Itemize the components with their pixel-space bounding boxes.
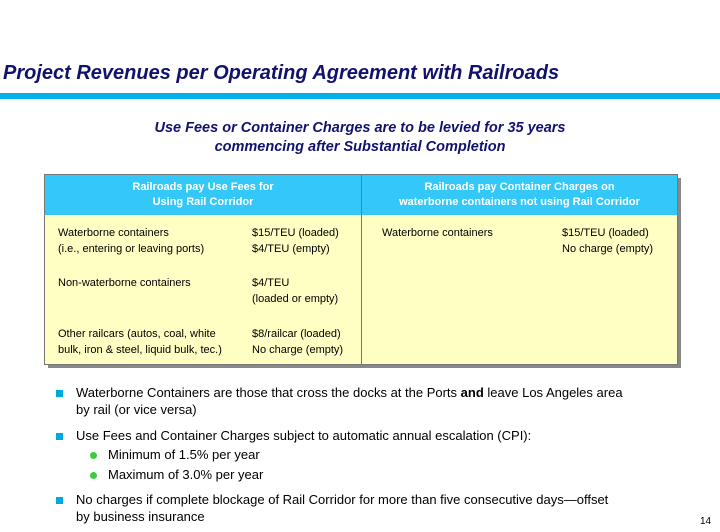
sub-bullet-marker <box>90 472 97 479</box>
sub-bullet-line: Maximum of 3.0% per year <box>108 467 264 482</box>
bullet-text: leave Los Angeles area <box>483 385 623 400</box>
bullet-line: Use Fees and Container Charges subject t… <box>76 428 531 443</box>
title-bar <box>0 93 720 99</box>
bullet-marker <box>56 390 63 397</box>
table-cell-line: Non-waterborne containers <box>58 277 191 289</box>
bullet-line: No charges if complete blockage of Rail … <box>76 492 608 507</box>
table-cell-line: No charge (empty) <box>562 242 654 255</box>
bullet-line: by business insurance <box>76 509 205 524</box>
header-cell-line: waterborne containers not using Rail Cor… <box>399 196 640 208</box>
bullet-line: Waterborne Containers are those that cro… <box>76 385 623 400</box>
table-cell-line: (i.e., entering or leaving ports) <box>58 242 205 255</box>
table-cell-line: No charge (empty) <box>252 343 344 356</box>
bullet-text: and <box>460 385 484 400</box>
bullet-line: by rail (or vice versa) <box>76 402 197 417</box>
bullet-text: by business insurance <box>76 509 205 524</box>
table-cell-line: $15/TEU (loaded) <box>562 227 649 239</box>
bullet-text: by rail (or vice versa) <box>76 402 197 417</box>
table-cell-line: (loaded or empty) <box>252 292 339 305</box>
column-divider <box>361 175 362 364</box>
table-cell-line: Waterborne containers <box>382 227 493 239</box>
bullet-text: Use Fees and Container Charges subject t… <box>76 428 532 443</box>
sub-bullet-line: Minimum of 1.5% per year <box>108 447 260 462</box>
bullet-text: No charges if complete blockage of Rail … <box>76 492 609 507</box>
table-cell-line: $15/TEU (loaded) <box>252 227 339 239</box>
subtitle-line: Use Fees or Container Charges are to be … <box>154 120 566 136</box>
bullet-marker <box>56 497 63 504</box>
table-cell-line: Other railcars (autos, coal, white <box>58 328 216 340</box>
header-cell-line: Railroads pay Use Fees for <box>132 181 274 193</box>
page-number: 14 <box>700 516 712 527</box>
sub-bullet-marker <box>90 452 97 459</box>
table-cell-line: Waterborne containers <box>58 227 169 239</box>
table-cell-line: $4/TEU <box>252 277 290 289</box>
table: Railroads pay Use Fees for Using Rail Cor… <box>44 174 678 365</box>
table-cell-line: $8/railcar (loaded) <box>252 328 341 340</box>
header-cell-line: Railroads pay Container Charges on <box>424 181 615 193</box>
table-cell-line: bulk, iron & steel, liquid bulk, tec.) <box>58 343 222 356</box>
slide-title: Project Revenues per Operating Agreement… <box>3 62 560 84</box>
bullet-text: Waterborne Containers are those that cro… <box>76 385 461 400</box>
subtitle-line: commencing after Substantial Completion <box>214 139 506 155</box>
header-cell-line: Using Rail Corridor <box>152 196 254 208</box>
table-cell-line: $4/TEU (empty) <box>252 242 330 255</box>
bullet-marker <box>56 433 63 440</box>
